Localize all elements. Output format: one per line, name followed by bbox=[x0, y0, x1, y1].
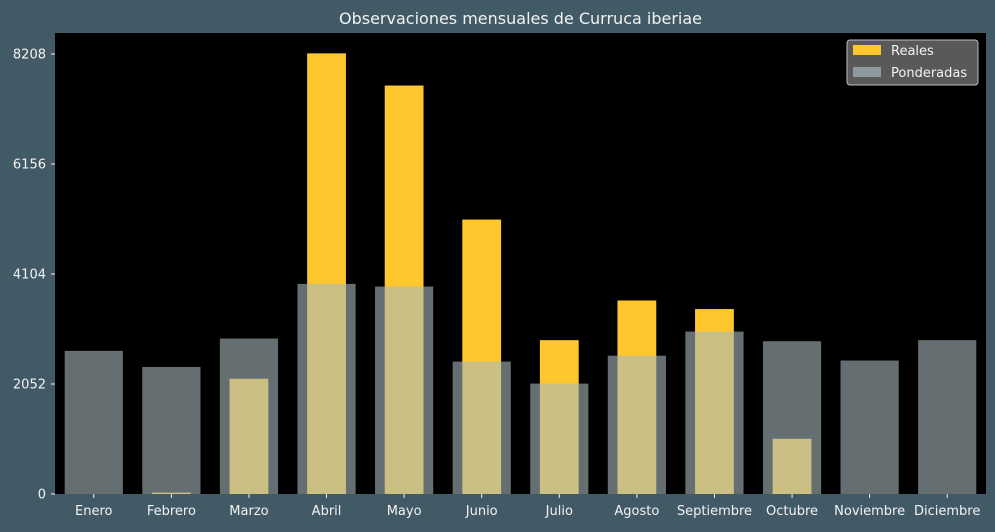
bars-layer bbox=[64, 53, 977, 495]
y-tick-label-0: 0 bbox=[38, 488, 46, 503]
x-tick-label-julio: Julio bbox=[545, 504, 573, 519]
legend-label-reales: Reales bbox=[891, 44, 934, 59]
bar-ponderadas-diciembre bbox=[918, 340, 977, 494]
bar-ponderadas-marzo bbox=[219, 338, 279, 494]
x-tick-label-abril: Abril bbox=[312, 504, 342, 519]
legend-swatch-ponderadas bbox=[853, 67, 881, 77]
bar-ponderadas-julio bbox=[530, 383, 589, 494]
x-tick-label-mayo: Mayo bbox=[387, 504, 422, 519]
x-tick-label-junio: Junio bbox=[465, 504, 498, 519]
x-tick-label-agosto: Agosto bbox=[614, 504, 659, 519]
x-tick-label-febrero: Febrero bbox=[147, 504, 196, 519]
bar-ponderadas-septiembre bbox=[685, 331, 744, 494]
y-tick-label-6156: 6156 bbox=[13, 158, 46, 173]
x-tick-label-octubre: Octubre bbox=[766, 504, 818, 519]
x-tick-label-diciembre: Diciembre bbox=[914, 504, 980, 519]
plot-area bbox=[55, 33, 986, 494]
axes-layer: Enero Febrero Marzo Abril Mayo Junio Julio Agos… bbox=[13, 48, 980, 519]
bar-ponderadas-noviembre bbox=[840, 360, 899, 494]
y-tick-label-8208: 8208 bbox=[13, 48, 46, 63]
bar-ponderadas-febrero bbox=[142, 366, 201, 494]
bar-ponderadas-abril bbox=[297, 283, 356, 494]
bar-ponderadas-mayo bbox=[375, 286, 434, 494]
y-tick-label-2052: 2052 bbox=[13, 378, 46, 393]
x-tick-label-noviembre: Noviembre bbox=[834, 504, 905, 519]
bar-ponderadas-octubre bbox=[762, 341, 822, 494]
bar-ponderadas-agosto bbox=[607, 355, 666, 494]
chart-title: Observaciones mensuales de Curruca iberi… bbox=[339, 9, 702, 28]
legend-label-ponderadas: Ponderadas bbox=[891, 66, 967, 81]
legend-swatch-reales bbox=[853, 45, 881, 55]
bar-ponderadas-junio bbox=[452, 361, 511, 494]
x-tick-label-septiembre: Septiembre bbox=[677, 504, 752, 519]
x-tick-label-marzo: Marzo bbox=[229, 504, 268, 519]
legend: Reales Ponderadas bbox=[846, 39, 979, 86]
bar-ponderadas-enero bbox=[64, 350, 123, 494]
x-tick-label-enero: Enero bbox=[75, 504, 113, 519]
y-tick-label-4104: 4104 bbox=[13, 268, 46, 283]
